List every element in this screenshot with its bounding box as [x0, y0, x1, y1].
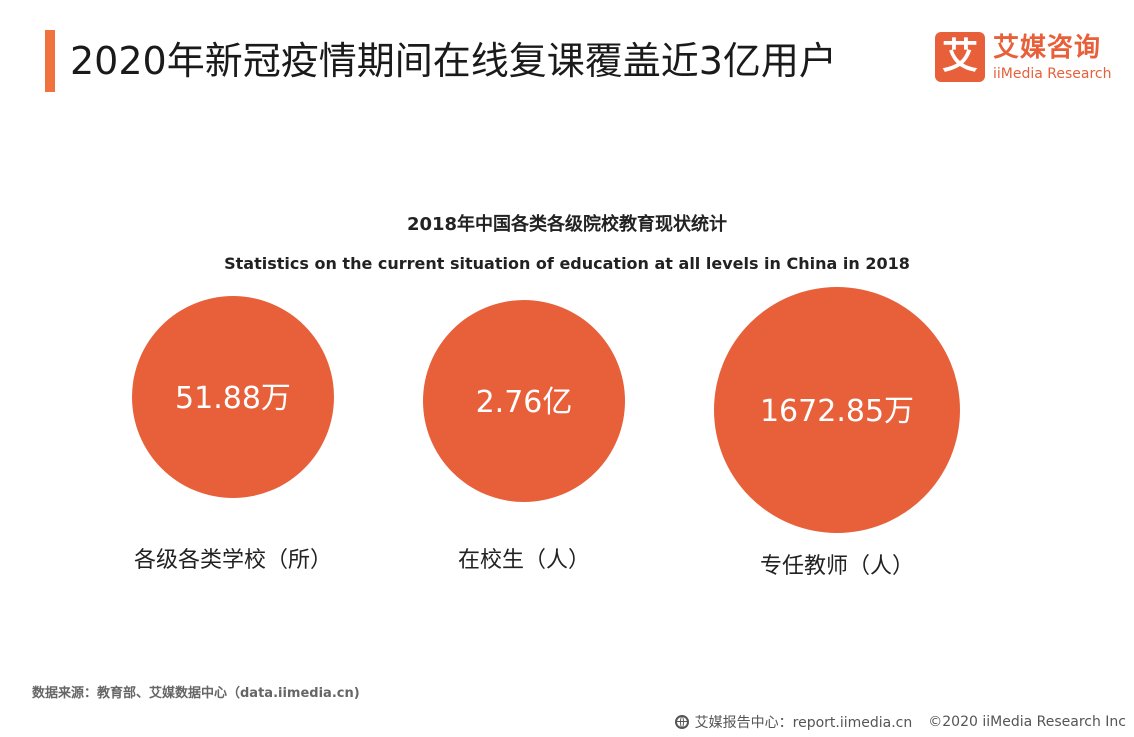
- bubble-value-label: 2.76亿: [476, 385, 573, 420]
- title-accent-bar: [45, 30, 55, 92]
- category-label: 各级各类学校（所）: [134, 548, 332, 573]
- page-title: 2020年新冠疫情期间在线复课覆盖近3亿用户: [70, 39, 837, 83]
- category-label: 在校生（人）: [458, 548, 590, 573]
- footer-copyright: ©2020 iiMedia Research Inc: [928, 714, 1126, 730]
- bubble-2: [714, 287, 960, 533]
- footer-site: 艾媒报告中心：report.iimedia.cn: [694, 715, 913, 731]
- bubble-1: [423, 300, 625, 502]
- bubble-value-label: 1672.85万: [760, 394, 914, 429]
- logo-mark-icon: 艾: [935, 32, 985, 82]
- data-source-note: 数据来源：教育部、艾媒数据中心（data.iimedia.cn): [32, 686, 360, 701]
- bubble-0: [132, 296, 334, 498]
- logo-name-en: iiMedia Research: [993, 66, 1112, 82]
- chart-subtitle: Statistics on the current situation of e…: [224, 254, 910, 273]
- globe-icon: [674, 715, 689, 729]
- bubble-value-label: 51.88万: [175, 381, 291, 416]
- logo-mark-glyph: 艾: [941, 36, 978, 77]
- logo-name-cn: 艾媒咨询: [993, 33, 1102, 63]
- chart-title: 2018年中国各类各级院校教育现状统计: [406, 214, 728, 235]
- iimedia-logo: 艾 艾媒咨询 iiMedia Research: [935, 32, 1125, 87]
- footer-credits: 艾媒报告中心：report.iimedia.cn ©2020 iiMedia R…: [674, 712, 1126, 732]
- category-label: 专任教师（人）: [760, 554, 914, 579]
